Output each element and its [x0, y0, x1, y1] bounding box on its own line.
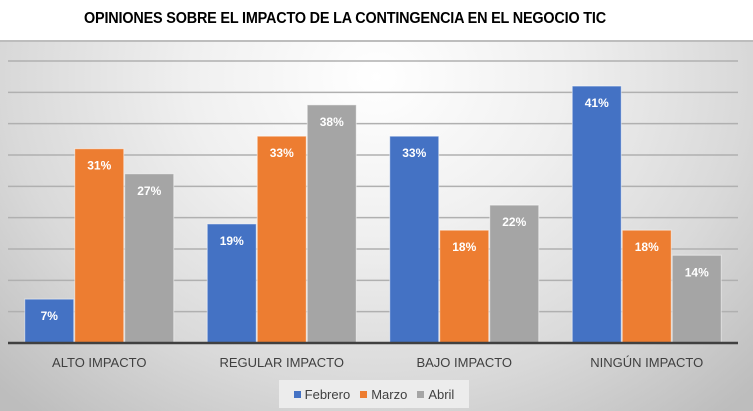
bar-marzo — [439, 229, 490, 344]
bar-abril — [489, 204, 540, 344]
data-label: 33% — [270, 146, 294, 160]
legend-label-febrero: Febrero — [304, 386, 351, 402]
legend-swatch-febrero — [293, 390, 301, 398]
data-label: 19% — [220, 234, 244, 248]
panel-top-border — [0, 40, 753, 42]
data-label: 27% — [137, 184, 161, 198]
bar-febrero — [206, 223, 257, 344]
data-label: 14% — [685, 265, 709, 279]
chart-title: OPINIONES SOBRE EL IMPACTO DE LA CONTING… — [84, 10, 606, 27]
legend-item-febrero: Febrero — [293, 386, 351, 402]
data-label: 38% — [320, 115, 344, 129]
bar-febrero — [571, 85, 622, 344]
data-label: 41% — [585, 96, 609, 110]
legend-swatch-marzo — [360, 390, 368, 398]
bar-febrero — [389, 135, 440, 344]
category-label: REGULAR IMPACTO — [220, 355, 344, 370]
legend-item-marzo: Marzo — [360, 387, 407, 402]
legend: Febrero Marzo Abril — [279, 380, 469, 408]
bar-marzo — [74, 148, 125, 344]
legend-label-abril: Abril — [428, 386, 455, 402]
data-label: 18% — [635, 240, 659, 254]
bar-abril — [306, 104, 357, 344]
bar-abril — [671, 254, 722, 344]
bar-marzo — [256, 135, 307, 344]
data-label: 33% — [402, 146, 426, 160]
category-label: NINGÚN IMPACTO — [590, 355, 703, 370]
legend-label-marzo: Marzo — [371, 386, 408, 402]
data-label: 31% — [87, 159, 111, 173]
category-label: BAJO IMPACTO — [416, 355, 512, 370]
bar-abril — [124, 173, 175, 344]
legend-item-abril: Abril — [417, 387, 454, 402]
data-label: 7% — [41, 309, 59, 323]
bar-febrero — [24, 298, 75, 344]
category-label: ALTO IMPACTO — [52, 355, 146, 370]
legend-swatch-abril — [417, 390, 425, 398]
data-label: 18% — [452, 240, 476, 254]
bar-marzo — [621, 229, 672, 344]
data-label: 22% — [502, 215, 526, 229]
